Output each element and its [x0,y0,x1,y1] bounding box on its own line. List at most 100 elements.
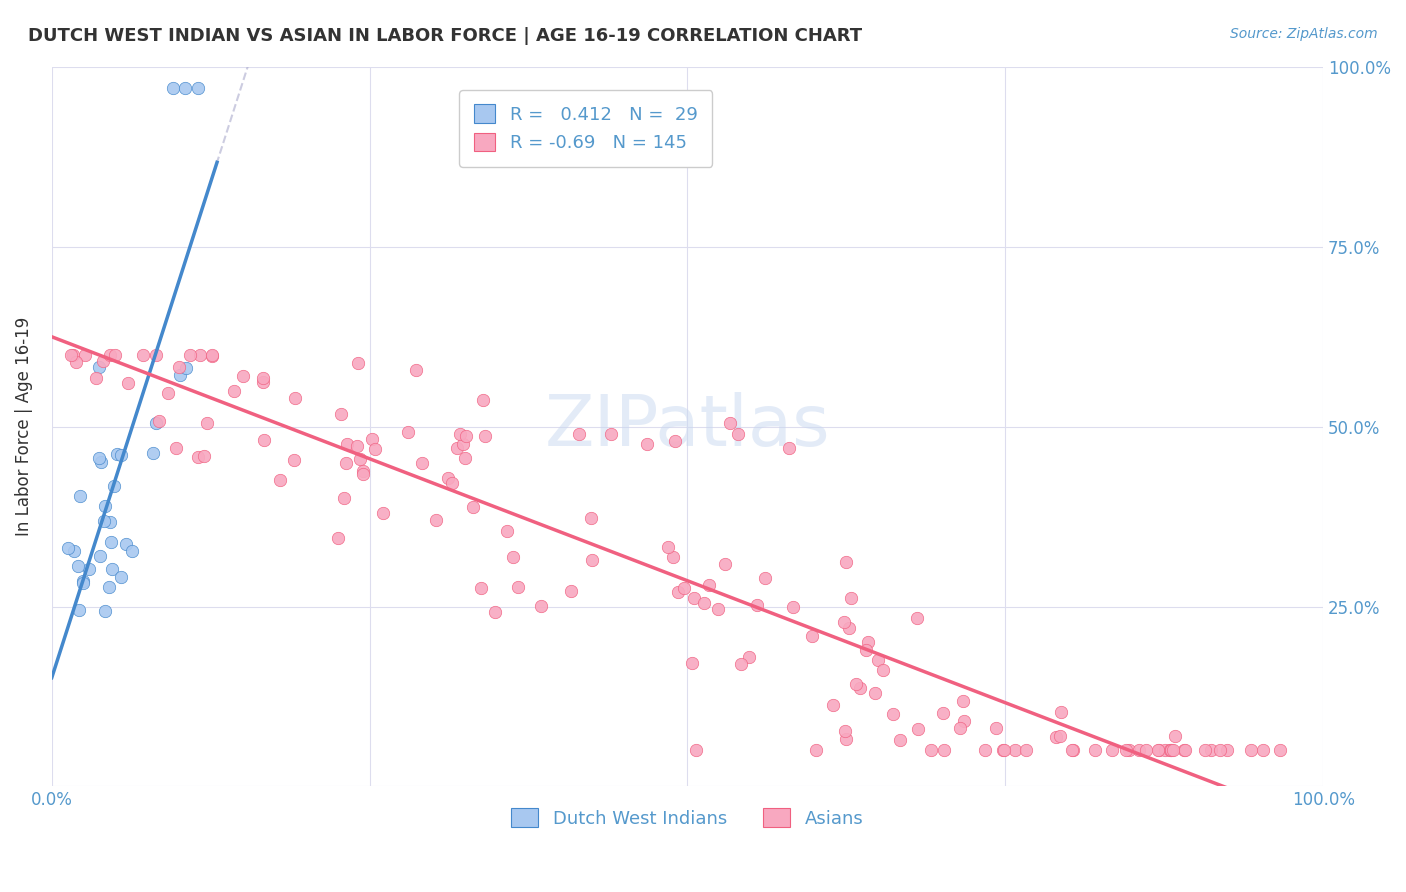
Point [371,506,394,520]
Point [1128,743,1150,757]
Point [195,416,218,430]
Point [59,347,82,361]
Point [754,571,776,585]
Point [232,368,254,383]
Point [201,347,224,361]
Point [1240,743,1263,757]
Point [484,605,506,619]
Point [1216,743,1239,757]
Point [1049,729,1071,743]
Point [834,724,856,739]
Point [73,347,96,361]
Point [657,540,679,554]
Point [252,375,274,389]
Point [1173,743,1195,757]
Point [1118,743,1140,757]
Point [1135,743,1157,757]
Point [141,446,163,460]
Point [664,434,686,448]
Point [1101,743,1123,757]
Text: ZIPatlas: ZIPatlas [544,392,831,461]
Point [1268,743,1291,757]
Point [1164,729,1187,743]
Point [845,677,868,691]
Point [991,743,1014,757]
Point [84,371,107,385]
Point [683,591,706,605]
Point [1004,743,1026,757]
Point [89,549,111,563]
Point [905,611,928,625]
Point [72,576,94,591]
Point [838,621,860,635]
Point [69,489,91,503]
Point [718,417,741,431]
Point [835,555,858,569]
Point [636,436,658,450]
Point [993,743,1015,757]
Point [201,349,224,363]
Point [162,81,184,95]
Point [986,722,1008,736]
Point [834,731,856,746]
Point [889,733,911,747]
Point [157,385,180,400]
Point [560,584,582,599]
Point [849,681,872,696]
Point [1062,743,1084,757]
Point [179,347,201,361]
Point [579,510,602,524]
Point [117,376,139,391]
Point [105,447,128,461]
Point [77,562,100,576]
Point [681,657,703,671]
Point [697,577,720,591]
Point [98,347,121,361]
Point [193,449,215,463]
Point [823,698,845,712]
Point [89,450,111,465]
Point [693,596,716,610]
Point [882,707,904,722]
Point [454,451,477,466]
Point [1194,743,1216,757]
Point [174,81,197,95]
Point [446,441,468,455]
Point [581,553,603,567]
Point [169,359,191,374]
Point [1174,743,1197,757]
Point [738,649,761,664]
Point [801,629,824,643]
Point [714,557,737,571]
Point [1062,743,1084,757]
Point [222,384,245,398]
Point [855,643,877,657]
Point [451,437,474,451]
Point [336,437,359,451]
Point [953,714,976,729]
Point [782,599,804,614]
Point [346,356,368,370]
Point [104,347,127,361]
Point [832,615,855,630]
Point [93,514,115,528]
Point [730,657,752,672]
Point [253,433,276,447]
Point [1251,743,1274,757]
Point [352,467,374,481]
Point [471,393,494,408]
Point [1050,705,1073,719]
Point [65,354,87,368]
Point [858,634,880,648]
Point [437,471,460,485]
Point [600,426,623,441]
Point [425,512,447,526]
Point [662,549,685,564]
Point [103,478,125,492]
Point [1208,743,1230,757]
Point [1161,743,1184,757]
Point [67,603,90,617]
Point [364,442,387,456]
Point [568,427,591,442]
Text: DUTCH WEST INDIAN VS ASIAN IN LABOR FORCE | AGE 16-19 CORRELATION CHART: DUTCH WEST INDIAN VS ASIAN IN LABOR FORC… [28,27,862,45]
